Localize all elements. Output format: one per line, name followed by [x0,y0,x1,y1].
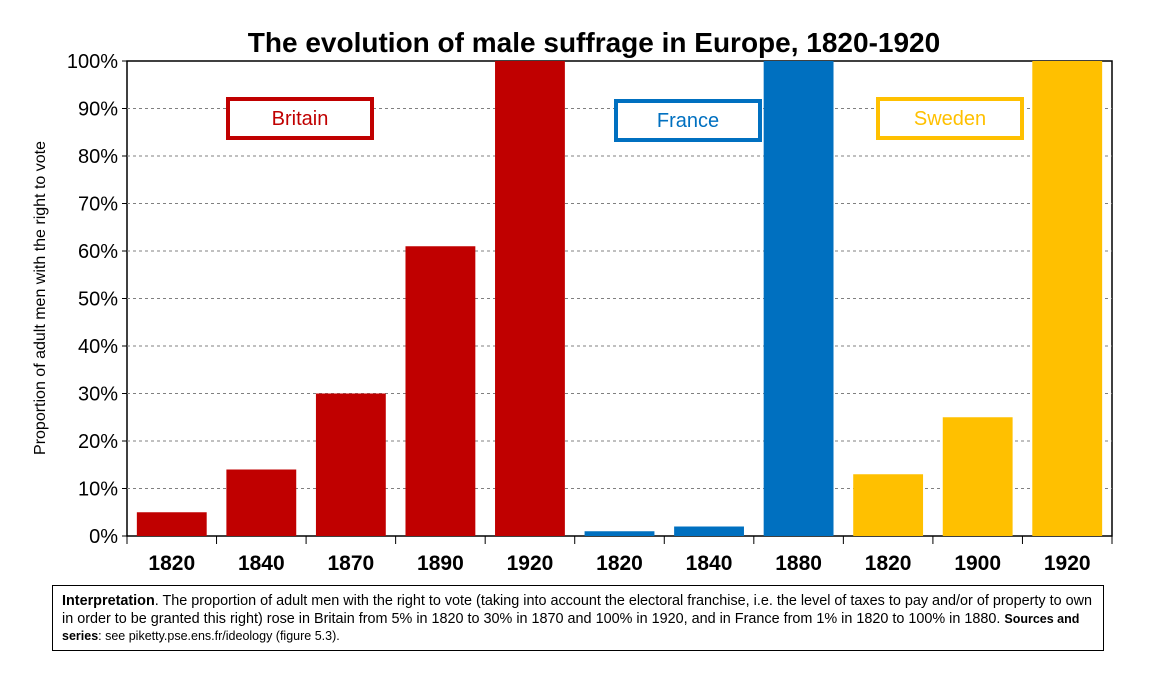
group-label-box-sweden [876,97,1024,140]
bar-britain-1840 [226,469,297,536]
y-axis-label: Proportion of adult men with the right t… [32,141,49,455]
bar-sweden-1900 [942,417,1013,536]
y-tick-label: 70% [78,194,118,216]
bar-britain-1820 [136,512,207,536]
x-tick-label: 1920 [507,552,554,575]
y-tick-labels: 0% 10% 20% 30% 40% 50% 60% 70% 80% 90% 100% [67,51,127,548]
x-tick-labels: 1820 1840 1870 1890 1920 1820 1840 1880 1820 1900… [126,536,1113,575]
x-tick-label: 1870 [328,552,375,575]
y-tick-label: 90% [78,99,118,121]
x-tick-label: 1840 [686,552,733,575]
bar-france-1840 [674,526,744,536]
group-label-box-britain [226,97,374,140]
bar-france-1820 [584,531,655,536]
group-label-france: France [657,110,719,132]
gridlines [127,108,1112,489]
bar-britain-1870 [315,393,386,536]
y-tick-label: 0% [89,526,118,548]
y-tick-label: 10% [78,479,118,501]
x-tick-label: 1820 [865,552,912,575]
bar-britain-1890 [405,246,476,536]
bars [136,61,1103,536]
y-tick-label: 20% [78,431,118,453]
bar-britain-1920 [495,61,565,536]
y-tick-label: 80% [78,146,118,168]
y-tick-label: 100% [67,51,118,73]
group-label-box-france [614,99,762,142]
interpretation-text: . The proportion of adult men with the r… [62,593,1093,627]
chart: The evolution of male suffrage in Europe… [32,27,1113,575]
sources-text: : see piketty.pse.ens.fr/ideology (figur… [98,629,340,643]
y-tick-label: 30% [78,384,118,406]
x-tick-label: 1820 [148,552,195,575]
group-labels: Britain France Sweden [226,97,1024,142]
y-tick-label: 40% [78,336,118,358]
sources-label: Sources and series [62,611,1080,644]
group-label-britain: Britain [272,108,329,130]
bar-france-1880 [763,61,834,536]
bar-sweden-1820 [853,474,924,536]
y-tick-label: 60% [78,241,118,263]
y-tick-label: 50% [78,289,118,311]
interpretation-label: Interpretation [62,593,155,609]
chart-title: The evolution of male suffrage in Europe… [248,27,940,58]
interpretation-note: Interpretation. The proportion of adult … [52,585,1104,651]
x-tick-label: 1890 [417,552,464,575]
x-tick-label: 1880 [775,552,822,575]
bar-sweden-1920 [1032,61,1103,536]
x-tick-label: 1840 [238,552,285,575]
x-tick-label: 1900 [954,552,1001,575]
x-tick-label: 1920 [1044,552,1091,575]
group-label-sweden: Sweden [914,108,986,130]
x-tick-label: 1820 [596,552,643,575]
